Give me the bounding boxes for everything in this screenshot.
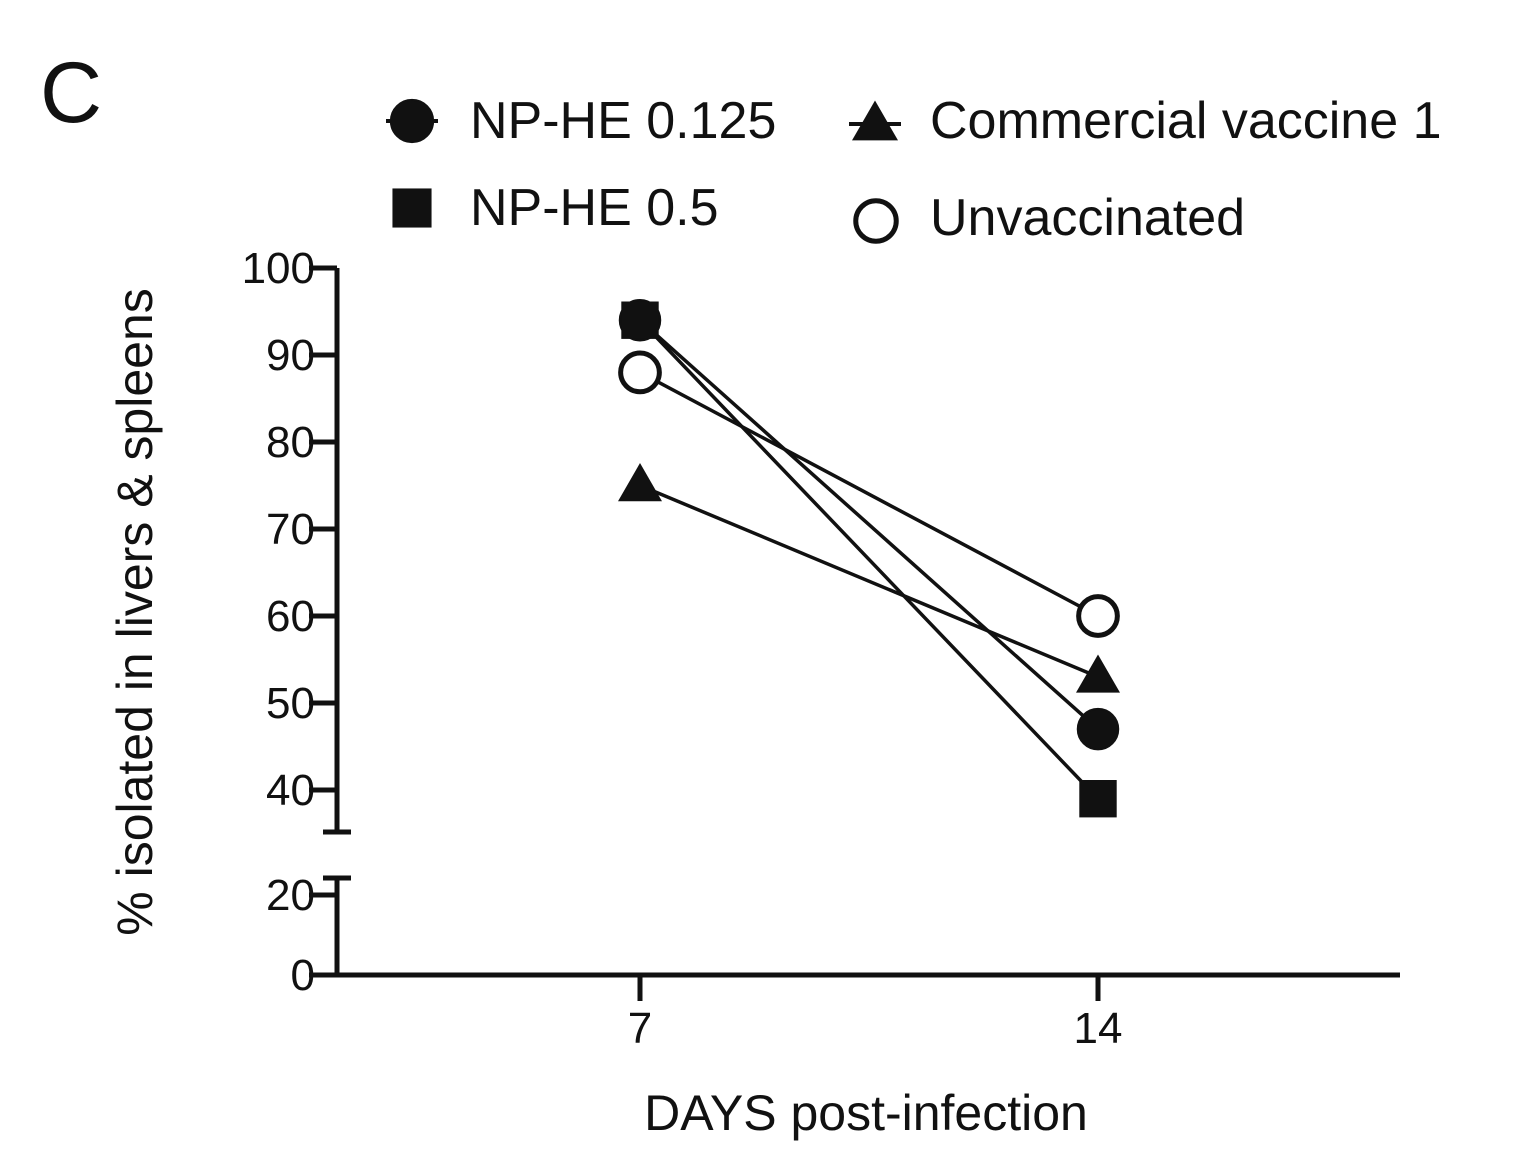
series-line: [638, 318, 1100, 731]
legend: NP-HE 0.125 NP-HE 0.5 Commercial vaccine 1…: [386, 92, 1442, 247]
series-markers: [618, 298, 1120, 818]
y-tick-label: 40: [266, 766, 315, 815]
y-tick-label: 20: [266, 871, 315, 920]
legend-item: NP-HE 0.125: [386, 92, 776, 150]
data-point: [1079, 780, 1117, 818]
data-point: [1076, 594, 1120, 638]
data-point: [1076, 654, 1120, 693]
data-point: [621, 301, 659, 339]
data-point: [618, 350, 662, 395]
y-tick-label: 80: [266, 418, 315, 467]
legend-label: NP-HE 0.5: [470, 179, 719, 237]
legend-marker: [392, 188, 432, 228]
x-axis-title: DAYS post-infection: [644, 1085, 1088, 1141]
x-tick-label: 14: [1074, 1004, 1123, 1053]
data-point: [1076, 707, 1120, 751]
y-tick-label: 50: [266, 679, 315, 728]
legend-label: NP-HE 0.125: [470, 92, 776, 150]
series-line: [639, 370, 1099, 618]
panel-label: C: [40, 45, 102, 141]
legend-item: Unvaccinated: [853, 189, 1245, 247]
legend-marker: [852, 100, 898, 141]
legend-label: Commercial vaccine 1: [930, 92, 1442, 150]
series-lines: [638, 318, 1100, 800]
legend-label: Unvaccinated: [930, 189, 1245, 247]
axes: % isolated in livers & spleens DAYS post…: [107, 244, 1400, 1141]
legend-marker: [389, 98, 435, 144]
y-tick-label: 60: [266, 592, 315, 641]
y-axis-title: % isolated in livers & spleens: [107, 288, 163, 936]
legend-marker: [853, 198, 899, 244]
legend-item: NP-HE 0.5: [392, 179, 719, 237]
y-tick-label: 100: [242, 244, 315, 293]
series-line: [638, 318, 1100, 800]
data-point: [618, 463, 662, 502]
y-tick-label: 90: [266, 331, 315, 380]
y-tick-label: 70: [266, 505, 315, 554]
legend-item: Commercial vaccine 1: [849, 92, 1442, 150]
y-tick-label: 0: [291, 951, 315, 1000]
x-tick-label: 7: [628, 1004, 652, 1053]
series-line: [639, 483, 1099, 679]
